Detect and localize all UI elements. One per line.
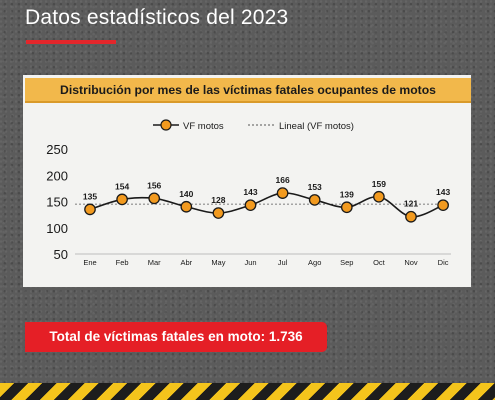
x-tick-label: Mar — [148, 258, 161, 267]
y-axis: 50 100 150 200 250 — [46, 142, 68, 262]
legend-series-marker — [160, 119, 172, 131]
data-point-marker — [276, 187, 289, 199]
data-label: 143 — [243, 187, 257, 197]
data-point-marker — [437, 199, 449, 212]
x-tick-label: Abr — [180, 258, 192, 267]
data-label: 153 — [308, 182, 322, 192]
x-tick-label: Nov — [404, 258, 418, 267]
legend-series-label: VF motos — [183, 121, 224, 132]
y-tick-label: 250 — [46, 142, 68, 157]
data-label: 121 — [404, 199, 418, 209]
x-tick-label: Dic — [438, 258, 449, 267]
data-label: 139 — [340, 189, 354, 199]
data-label: 154 — [115, 181, 129, 191]
data-point-marker — [180, 200, 193, 213]
chart-legend: VF motos Lineal (VF motos) — [153, 119, 354, 132]
x-tick-label: Sep — [340, 258, 353, 267]
data-point-marker — [340, 201, 353, 214]
chart-title: Distribución por mes de las víctimas fat… — [25, 78, 471, 103]
data-point-marker — [148, 192, 161, 205]
data-label: 128 — [211, 195, 225, 205]
data-point-marker — [373, 190, 385, 203]
data-label: 156 — [147, 180, 161, 190]
data-label: 143 — [436, 187, 450, 197]
series-line-vf-motos — [89, 192, 444, 218]
plot-area: 135 154 156 140 128 143 166 153 139 159 121 143 — [75, 175, 451, 223]
page-title: Datos estadísticos del 2023 — [25, 6, 289, 29]
title-underline — [26, 40, 116, 44]
x-tick-label: Jul — [278, 258, 288, 267]
data-point-marker — [116, 193, 128, 206]
y-tick-label: 150 — [46, 195, 68, 210]
x-tick-label: Ago — [308, 258, 321, 267]
x-tick-label: Ene — [83, 258, 96, 267]
x-tick-label: May — [211, 258, 225, 267]
x-tick-label: Feb — [116, 258, 129, 267]
data-point-marker — [244, 199, 257, 212]
x-axis: Ene Feb Mar Abr May Jun Jul Ago Sep Oct Nov Dic — [75, 253, 451, 267]
data-label: 140 — [179, 189, 193, 199]
hazard-stripe — [0, 383, 495, 400]
x-tick-label: Jun — [244, 258, 256, 267]
y-tick-label: 200 — [46, 168, 68, 183]
total-fatalities-banner: Total de víctimas fatales en moto: 1.736 — [25, 322, 327, 352]
line-chart: VF motos Lineal (VF motos) 50 100 150 200 25… — [46, 119, 451, 267]
x-tick-label: Oct — [373, 258, 386, 267]
data-point-marker — [308, 194, 321, 206]
data-point-marker — [84, 203, 96, 216]
data-label: 135 — [83, 191, 97, 201]
legend-trend-label: Lineal (VF motos) — [279, 121, 354, 132]
chart-card — [23, 75, 471, 287]
data-point-marker — [405, 210, 417, 223]
data-label: 166 — [276, 175, 290, 185]
data-label: 159 — [372, 179, 386, 189]
y-tick-label: 50 — [54, 247, 68, 262]
y-tick-label: 100 — [46, 221, 68, 236]
data-point-marker — [212, 207, 225, 219]
